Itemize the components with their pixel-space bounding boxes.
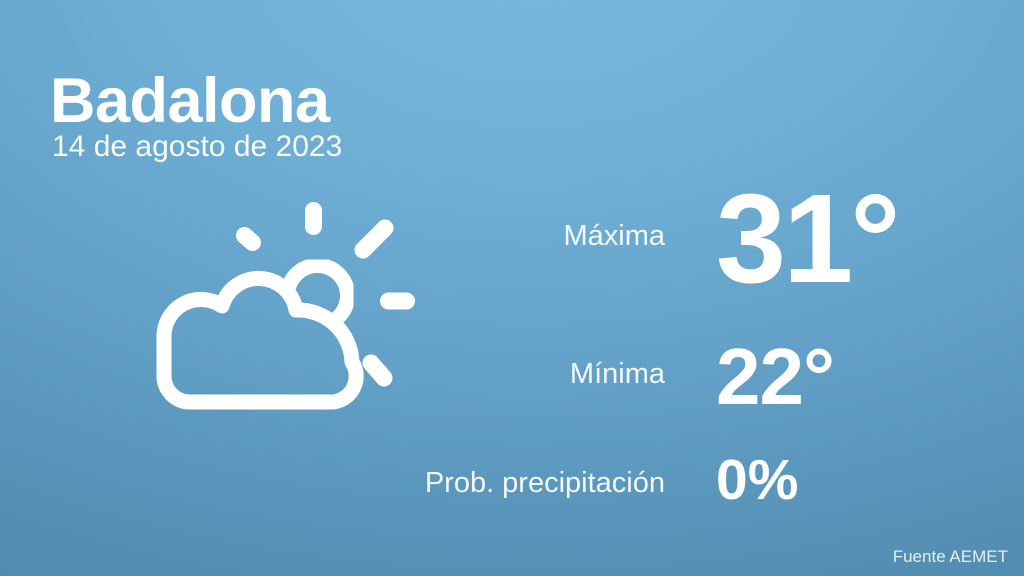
page-title: Badalona [50, 66, 330, 136]
min-temp-label: Mínima [569, 358, 665, 390]
date-subtitle: 14 de agosto de 2023 [52, 130, 343, 163]
max-temp-value: 31° [716, 168, 901, 309]
source-attribution: Fuente AEMET [892, 547, 1008, 566]
max-temp-label: Máxima [563, 220, 665, 252]
precipitation-value: 0% [716, 448, 799, 512]
min-temp-value: 22° [716, 332, 835, 421]
precipitation-label: Prob. precipitación [424, 467, 665, 499]
partly-cloudy-icon [150, 190, 420, 415]
